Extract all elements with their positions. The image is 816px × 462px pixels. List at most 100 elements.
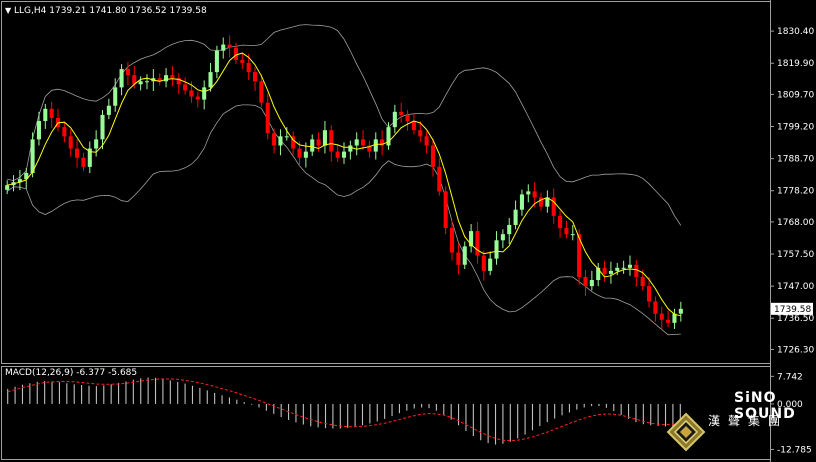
candle [411,113,416,135]
candle [564,221,569,239]
candle [627,255,633,276]
candle [75,139,80,168]
current-price-label: 1739.58 [771,302,813,315]
price-axis: 1830.40 1819.90 1809.70 1799.20 1788.70 1778.… [770,27,814,355]
candle [164,68,169,88]
candle [583,269,588,296]
candle [233,42,238,65]
candle [348,140,353,160]
candle [100,110,105,150]
candle [621,260,626,274]
candle [183,77,188,95]
candle [221,37,226,59]
candle [55,108,61,132]
candle [36,111,41,146]
candle [386,122,391,150]
candle [208,62,213,92]
candle [354,132,359,156]
candle [589,270,594,291]
candle [335,144,340,162]
candle [456,243,461,275]
candle [462,241,467,270]
candle [119,64,124,96]
candle [443,186,448,235]
price-tick-label: 1747.00 [777,282,814,292]
price-tick-label: 1819.90 [777,59,814,69]
logo-name: SiNO SOUND [734,390,796,422]
chart-header: ▼ LLG,H4 1739.21 1741.80 1736.52 1739.58 [5,6,207,16]
candle [30,132,35,178]
candle [488,251,493,276]
macd-signal [7,378,681,442]
candle [214,45,219,79]
candle [227,35,232,58]
candle [551,188,556,224]
candle [659,306,664,330]
candle [202,80,207,110]
candle [653,296,658,322]
candle [284,127,289,141]
candle [392,104,397,134]
candle [361,130,366,150]
candle [240,52,245,70]
candle [106,98,111,120]
macd-values: -6.377 -5.685 [76,368,138,378]
candle [144,74,150,90]
candle [672,308,677,329]
candle [176,73,181,95]
candle [450,221,455,261]
candle [341,142,347,164]
candle [170,65,175,87]
price-tick-label: 1799.20 [777,123,814,133]
candle [252,67,258,92]
lower-band [6,104,681,336]
candle [507,217,512,244]
candle [291,131,296,155]
candle [367,140,372,158]
macd-signal-line [7,378,681,442]
candle [647,276,652,308]
macd-frame [1,366,771,460]
macd-label: MACD(12,26,9) [5,368,74,378]
candle [519,189,524,216]
candle [68,129,73,157]
ma-line [7,52,681,317]
price-tick-label: 1809.70 [777,90,814,100]
candle [297,141,302,166]
candle [481,250,486,281]
candle [570,224,575,241]
price-tick-label: 1768.00 [777,218,814,228]
candle [322,121,327,154]
macd-histogram [7,377,681,445]
candle [87,141,92,174]
sino-sound-logo: SiNO SOUND 漢聲集團 [666,386,816,462]
candle [602,260,607,282]
candle [259,74,264,107]
price-tick-label: 1757.50 [777,250,814,260]
candle [43,103,48,129]
candle [81,152,86,172]
macd-tick-label: -12.785 [777,445,812,455]
candle [49,101,54,128]
candle [62,122,67,143]
candle [513,200,518,230]
dropdown-triangle-icon[interactable]: ▼ [5,6,12,15]
candle [380,130,385,156]
macd-header: MACD(12,26,9) -6.377 -5.685 [5,368,137,378]
price-tick-label: 1788.70 [777,155,814,165]
candles [5,35,683,330]
ohlc-values: 1739.21 1741.80 1736.52 1739.58 [49,6,207,16]
price-tick-label: 1726.30 [777,345,814,355]
candle [373,132,378,160]
candle [545,190,550,213]
candle [195,91,200,108]
candle [558,210,563,238]
candle [17,169,22,191]
candle [678,301,683,322]
candle [596,262,601,287]
candle [437,157,442,196]
candle [608,261,613,284]
candle [405,110,410,131]
